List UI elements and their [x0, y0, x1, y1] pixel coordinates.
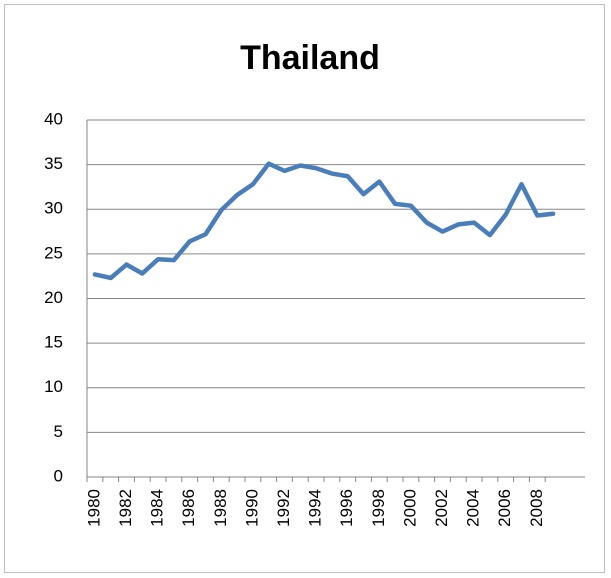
x-tick-label: 1992: [274, 489, 293, 527]
x-tick-label: 2002: [432, 489, 451, 527]
x-tick-label: 1982: [116, 489, 135, 527]
y-tick-label: 20: [44, 288, 63, 307]
chart-border: [4, 4, 605, 573]
x-tick-label: 1998: [369, 489, 388, 527]
chart-title: Thailand: [240, 39, 380, 77]
x-tick-label: 1988: [211, 489, 230, 527]
y-tick-label: 25: [44, 243, 63, 262]
x-tick-label: 2006: [495, 489, 514, 527]
x-tick-label: 2004: [464, 489, 483, 527]
x-tick-label: 2008: [527, 489, 546, 527]
y-tick-label: 40: [44, 109, 63, 128]
y-tick-label: 0: [54, 466, 63, 485]
y-tick-label: 30: [44, 199, 63, 218]
x-tick-label: 1984: [148, 489, 167, 527]
x-tick-label: 2000: [400, 489, 419, 527]
x-tick-label: 1980: [84, 489, 103, 527]
x-tick-label: 1994: [306, 489, 325, 527]
data-line: [92, 161, 556, 281]
y-tick-label: 10: [44, 377, 63, 396]
x-tick-label: 1996: [337, 489, 356, 527]
y-tick-label: 5: [54, 422, 63, 441]
x-tick-label: 1986: [179, 489, 198, 527]
y-tick-label: 35: [44, 154, 63, 173]
y-tick-label: 15: [44, 333, 63, 352]
x-tick-label: 1990: [242, 489, 261, 527]
